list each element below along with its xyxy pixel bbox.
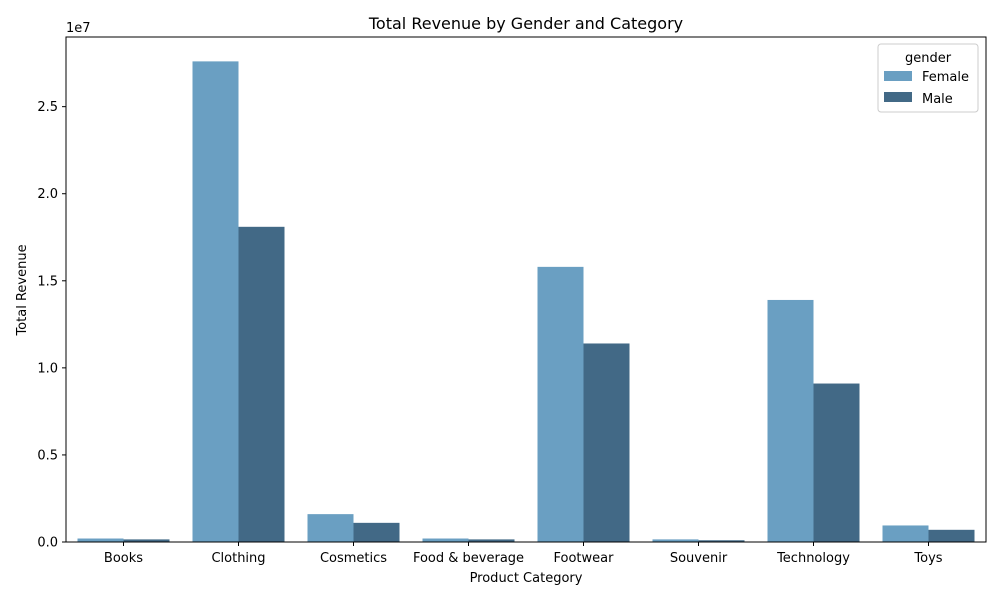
bar-technology-female [767,299,814,542]
bar-footwear-female [537,266,584,542]
bar-clothing-female [192,61,239,542]
bar-toys-male [928,529,975,542]
y-scale-label: 1e7 [66,21,91,36]
bar-toys-female [882,525,929,542]
legend-label-male: Male [922,92,953,107]
legend: gender Female Male [877,43,979,113]
x-tick-label-toys: Toys [913,551,942,566]
bar-cosmetics-female [307,514,354,542]
bar-food-and-beverage-female [422,538,469,542]
bar-footwear-male [583,343,630,542]
bar-technology-male [813,383,860,542]
legend-swatch-male [884,92,912,102]
x-tick-label-books: Books [104,551,143,566]
y-axis-label: Total Revenue [15,244,30,336]
bar-clothing-male [238,226,285,542]
x-tick-label-cosmetics: Cosmetics [320,551,387,566]
bar-food-and-beverage-male [468,539,515,542]
legend-label-female: Female [922,70,969,85]
x-tick-label-food-and-beverage: Food & beverage [413,551,524,566]
bar-souvenir-female [652,539,699,542]
y-tick-label: 0.5 [37,448,58,463]
legend-swatch-female [884,71,912,81]
bar-cosmetics-male [353,522,400,542]
x-tick-label-souvenir: Souvenir [670,551,728,566]
bars-layer [77,61,975,542]
y-tick-label: 1.5 [37,274,58,289]
x-axis-label: Product Category [470,571,583,586]
y-tick-label: 0.0 [37,536,58,551]
legend-title: gender [905,51,952,66]
y-tick-label: 2.5 [37,100,58,115]
y-tick-label: 2.0 [37,187,58,202]
x-tick-label-footwear: Footwear [554,551,615,566]
x-ticks: Books Clothing Cosmetics Food & beverage Foo… [104,542,943,566]
chart-title: Total Revenue by Gender and Category [368,14,683,33]
plot-frame [65,36,987,543]
y-tick-label: 1.0 [37,361,58,376]
bar-books-female [77,538,124,542]
x-tick-label-clothing: Clothing [211,551,265,566]
bar-souvenir-male [698,540,745,542]
y-ticks: 0.0 0.5 1.0 1.5 2.0 2.5 [37,100,66,551]
x-tick-label-technology: Technology [776,551,850,566]
bar-books-male [123,539,170,542]
